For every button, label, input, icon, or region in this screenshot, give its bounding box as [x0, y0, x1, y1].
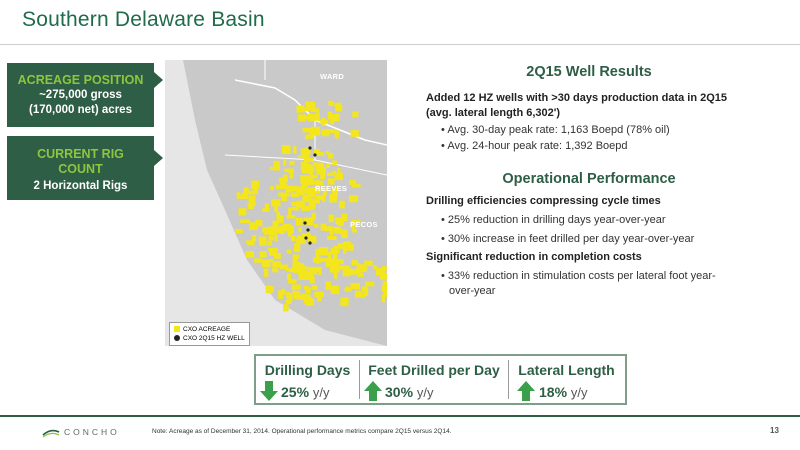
operational-bullet: • 33% reduction in stimulation costs per… — [441, 270, 716, 282]
well-dot-icon — [174, 335, 180, 342]
rig-heading-2: COUNT — [58, 162, 103, 176]
arrow-up-icon — [364, 381, 382, 401]
acreage-gross: ~275,000 gross — [39, 89, 122, 101]
acreage-position-box: ACREAGE POSITION ~275,000 gross (170,000… — [7, 63, 154, 127]
metric-value: 30% y/y — [385, 384, 434, 400]
county-label-ward: WARD — [320, 72, 345, 81]
map-legend: CXO ACREAGE CXO 2Q15 HZ WELL — [169, 322, 250, 346]
county-label-pecos: PECOS — [350, 220, 378, 229]
metric-label: Drilling Days — [264, 362, 351, 378]
acreage-swatch — [174, 326, 180, 333]
operational-subhead-1: Drilling efficiencies compressing cycle … — [426, 195, 661, 207]
metric-label: Lateral Length — [518, 362, 615, 378]
well-results-bullet: • Avg. 30-day peak rate: 1,163 Boepd (78… — [441, 124, 670, 136]
footnote: Note: Acreage as of December 31, 2014. O… — [152, 428, 452, 435]
metric-feet-per-day: Feet Drilled per Day 30% y/y — [360, 356, 508, 403]
operational-title: Operational Performance — [502, 171, 676, 187]
metric-value: 18% y/y — [539, 384, 588, 400]
well-results-bullet: • Avg. 24-hour peak rate: 1,392 Boepd — [441, 140, 628, 152]
rig-pointer — [154, 150, 163, 166]
rig-count-box: CURRENT RIG COUNT 2 Horizontal Rigs — [7, 136, 154, 200]
well-results-headline-1: Added 12 HZ wells with >30 days producti… — [426, 92, 728, 104]
acreage-net: (170,000 net) acres — [29, 104, 132, 116]
county-label-reeves: REEVES — [315, 184, 348, 193]
logo-text: CONCHO — [64, 427, 120, 437]
operational-subhead-2: Significant reduction in completion cost… — [426, 251, 642, 263]
metric-lateral-length: Lateral Length 18% y/y — [509, 356, 624, 403]
metric-label: Feet Drilled per Day — [368, 362, 500, 378]
title-divider — [0, 44, 800, 45]
legend-well: CXO 2Q15 HZ WELL — [183, 335, 245, 342]
map-graphic — [165, 60, 387, 346]
arrow-down-icon — [260, 381, 278, 401]
metrics-panel: Drilling Days 25% y/y Feet Drilled per D… — [254, 354, 627, 405]
metric-drilling-days: Drilling Days 25% y/y — [256, 356, 359, 403]
footer-divider — [0, 415, 800, 417]
metric-value: 25% y/y — [281, 384, 330, 400]
metric-divider — [508, 360, 509, 399]
well-results-headline-2: (avg. lateral length 6,302') — [426, 107, 561, 119]
acreage-map: WARD REEVES PECOS CXO ACREAGE CXO 2Q15 H… — [165, 60, 387, 346]
operational-bullet: • 30% increase in feet drilled per day y… — [441, 233, 695, 245]
page-number: 13 — [770, 426, 779, 435]
operational-bullet-continued: over-year — [449, 285, 496, 297]
legend-acreage: CXO ACREAGE — [183, 326, 231, 333]
well-results-title: 2Q15 Well Results — [526, 64, 652, 80]
concho-logo-icon — [42, 429, 60, 438]
operational-bullet: • 25% reduction in drilling days year-ov… — [441, 214, 666, 226]
acreage-heading: ACREAGE POSITION — [17, 73, 144, 87]
metric-divider — [359, 360, 360, 399]
page-title: Southern Delaware Basin — [22, 8, 265, 31]
acreage-pointer — [154, 72, 163, 88]
rig-heading-1: CURRENT RIG — [37, 147, 124, 161]
rig-count-value: 2 Horizontal Rigs — [33, 180, 128, 192]
concho-logo: CONCHO — [42, 426, 120, 438]
arrow-up-icon — [517, 381, 535, 401]
